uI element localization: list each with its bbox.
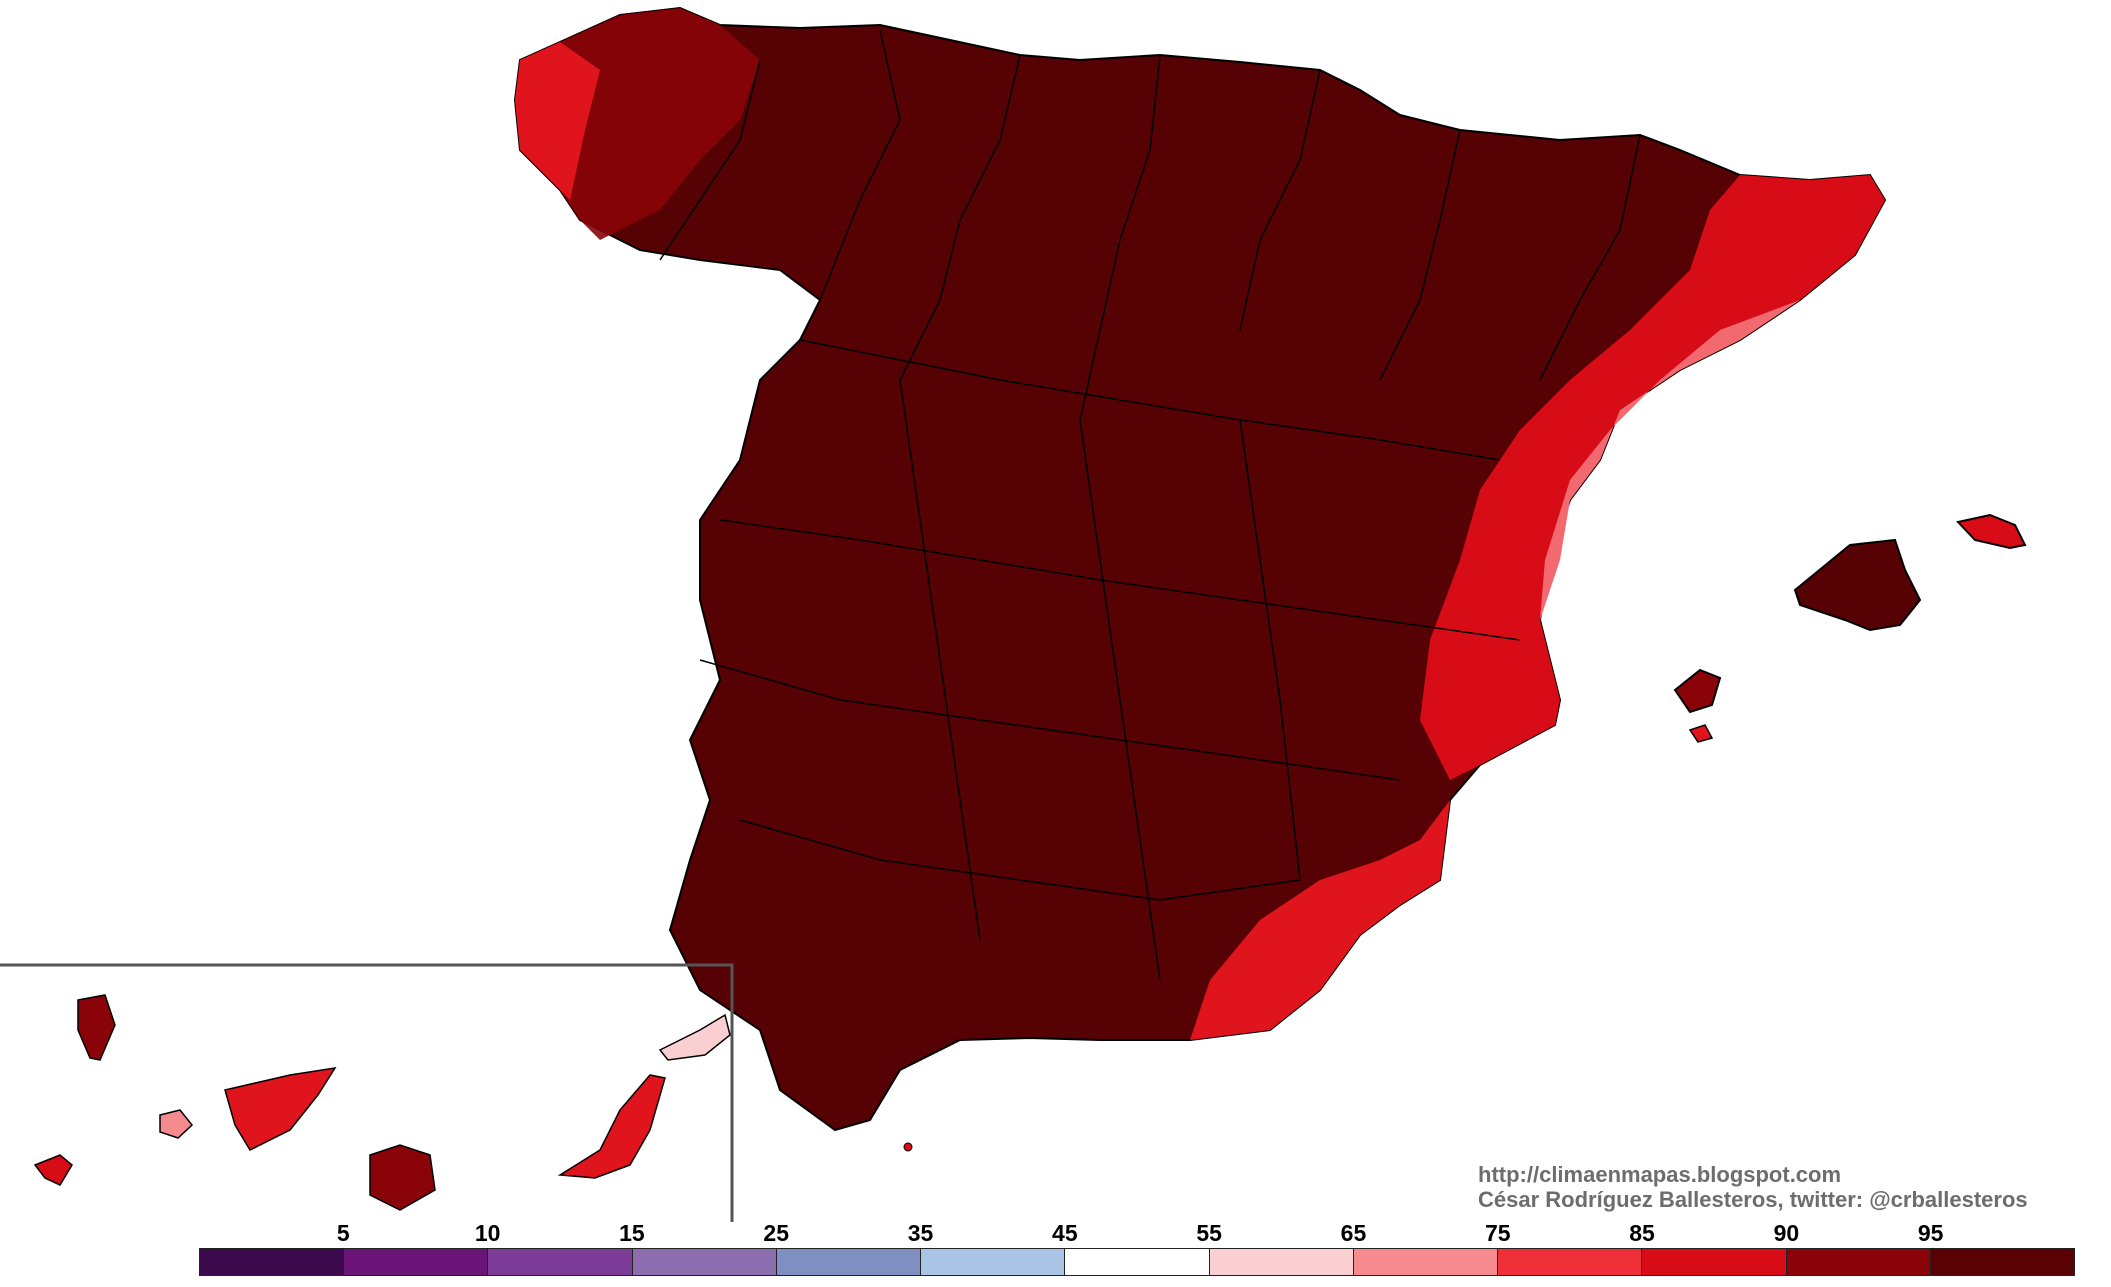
- legend-swatch: [1642, 1249, 1787, 1275]
- credits-url: http://climaenmapas.blogspot.com: [1478, 1162, 1842, 1187]
- la-gomera: [159, 1109, 194, 1139]
- legend-swatch: [200, 1249, 345, 1275]
- legend-label: 65: [1340, 1220, 1367, 1246]
- formentera: [1688, 724, 1714, 743]
- legend-label: 10: [474, 1220, 501, 1246]
- legend-swatch: [1353, 1249, 1499, 1275]
- credits: http://climaenmapas.blogspot.com César R…: [1478, 1162, 2028, 1212]
- legend-label: 55: [1196, 1220, 1222, 1246]
- legend-labels: 5 10 15 25 35 45 55 65 75 85 90 95: [199, 1220, 2075, 1246]
- galicia-coast: [515, 42, 600, 200]
- southeast-coast: [1190, 800, 1450, 1040]
- legend-label: 95: [1917, 1220, 1944, 1246]
- mainland-spain: [513, 6, 1887, 1132]
- legend-label: 75: [1484, 1220, 1511, 1246]
- menorca: [1956, 513, 2027, 550]
- ibiza: [1673, 668, 1722, 714]
- province-borders: [659, 29, 1641, 981]
- legend-label: 45: [1052, 1220, 1078, 1246]
- legend-label: 25: [763, 1220, 790, 1246]
- east-coast-band: [1420, 175, 1885, 780]
- legend-swatch: [488, 1249, 633, 1275]
- legend-swatch: [344, 1249, 489, 1275]
- legend-swatch: [632, 1249, 777, 1275]
- legend-label: 15: [619, 1220, 645, 1246]
- la-palma: [77, 994, 116, 1061]
- mallorca: [1793, 538, 1922, 632]
- legend-label: 5: [336, 1220, 350, 1246]
- fuerteventura: [557, 1074, 666, 1179]
- legend-swatch: [1065, 1249, 1210, 1275]
- legend-swatch: [1930, 1249, 2075, 1275]
- legend-label: 85: [1629, 1220, 1655, 1246]
- legend-label: 35: [907, 1220, 934, 1246]
- canary-inset-frame: [0, 963, 734, 1222]
- lanzarote: [658, 1013, 731, 1061]
- legend-swatch: [921, 1249, 1066, 1275]
- legend-swatch: [1786, 1249, 1931, 1275]
- east-coast-light: [1540, 300, 1800, 620]
- legend-swatch: [1209, 1249, 1354, 1275]
- gran-canaria: [369, 1144, 436, 1211]
- legend-swatch: [776, 1249, 922, 1275]
- el-hierro: [33, 1154, 73, 1186]
- color-legend: [199, 1248, 2075, 1276]
- legend-swatch: [1498, 1249, 1643, 1275]
- ceuta: [903, 1142, 913, 1152]
- tenerife: [224, 1067, 337, 1151]
- credits-author: César Rodríguez Ballesteros, twitter: @c…: [1478, 1187, 2028, 1212]
- legend-label: 90: [1773, 1220, 1800, 1246]
